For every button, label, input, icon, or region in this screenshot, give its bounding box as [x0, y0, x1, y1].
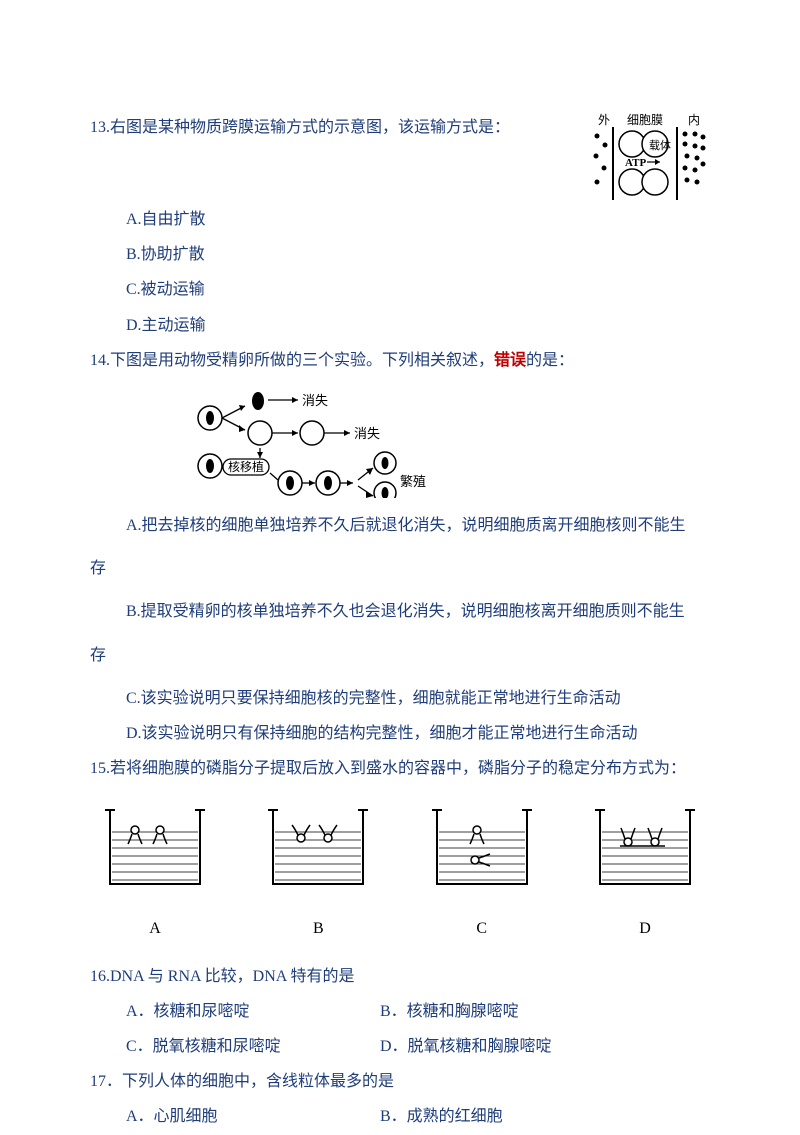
q14-opt-a-cont: 存 — [90, 551, 710, 586]
q14-stem-bold: 错误 — [494, 352, 526, 369]
q14-opt-b-cont: 存 — [90, 638, 710, 673]
label-disappear-1: 消失 — [302, 393, 328, 408]
label-carrier: 载体 — [649, 138, 671, 152]
q16-stem: 16.DNA 与 RNA 比较，DNA 特有的是 — [90, 959, 710, 994]
q13-stem: 13.右图是某种物质跨膜运输方式的示意图，该运输方式是： — [90, 110, 575, 145]
q14-opt-a: A.把去掉核的细胞单独培养不久后就退化消失，说明细胞质离开细胞核则不能生 — [90, 508, 710, 543]
beaker-a-icon — [100, 802, 210, 892]
q13-opt-b: B.协助扩散 — [90, 237, 710, 272]
q14-stem: 14.下图是用动物受精卵所做的三个实验。下列相关叙述，错误的是： — [90, 343, 710, 378]
q17-opt-a: A．心肌细胞 — [90, 1099, 380, 1134]
q16-opt-c: C．脱氧核糖和尿嘧啶 — [90, 1029, 380, 1064]
q17-opt-b: B．成熟的红细胞 — [380, 1099, 710, 1134]
label-atp: ATP — [625, 157, 646, 169]
beaker-d-icon — [590, 802, 700, 892]
label-inner: 内 — [688, 113, 700, 127]
membrane-transport-diagram: 外 细胞膜 内 载体 ATP — [585, 112, 710, 202]
q13-opt-c: C.被动运输 — [90, 272, 710, 307]
beaker-label-c: C — [427, 911, 537, 946]
label-outer: 外 — [598, 113, 610, 127]
q16-opt-d: D．脱氧核糖和胸腺嘧啶 — [380, 1029, 710, 1064]
q14-stem-suffix: 的是： — [526, 352, 574, 369]
q14-stem-prefix: 14.下图是用动物受精卵所做的三个实验。下列相关叙述， — [90, 352, 494, 369]
q13-opt-a: A.自由扩散 — [90, 202, 710, 237]
label-disappear-2: 消失 — [354, 426, 380, 441]
q13-opt-d: D.主动运输 — [90, 308, 710, 343]
label-membrane: 细胞膜 — [627, 113, 663, 127]
beaker-label-d: D — [590, 911, 700, 946]
fertilized-egg-experiment-diagram: 消失 消失 核移植 繁殖 — [190, 388, 450, 498]
beaker-label-a: A — [100, 911, 210, 946]
beaker-row: A B C — [100, 802, 700, 946]
q16-opt-a: A．核糖和尿嘧啶 — [90, 994, 380, 1029]
q15-stem: 15.若将细胞膜的磷脂分子提取后放入到盛水的容器中，磷脂分子的稳定分布方式为： — [90, 751, 710, 786]
q17-stem: 17．下列人体的细胞中，含线粒体最多的是 — [90, 1064, 710, 1099]
beaker-b-icon — [263, 802, 373, 892]
beaker-c-icon — [427, 802, 537, 892]
label-transplant: 核移植 — [228, 459, 264, 474]
q14-opt-b: B.提取受精卵的核单独培养不久也会退化消失，说明细胞核离开细胞质则不能生 — [90, 594, 710, 629]
beaker-label-b: B — [263, 911, 373, 946]
q16-opt-b: B．核糖和胸腺嘧啶 — [380, 994, 710, 1029]
q14-opt-d: D.该实验说明只有保持细胞的结构完整性，细胞才能正常地进行生命活动 — [90, 716, 710, 751]
q14-opt-c: C.该实验说明只要保持细胞核的完整性，细胞就能正常地进行生命活动 — [90, 681, 710, 716]
label-reproduce: 繁殖 — [400, 474, 426, 489]
